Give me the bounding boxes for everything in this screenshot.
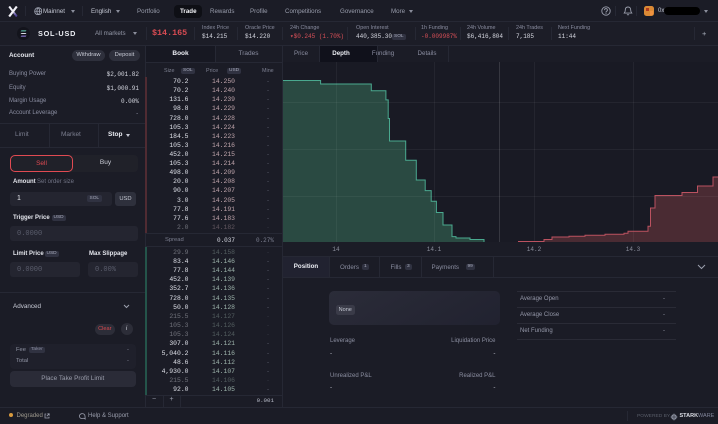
svg-text:14: 14: [332, 246, 340, 253]
svg-text:14.3: 14.3: [626, 246, 641, 253]
svg-text:14.2: 14.2: [527, 246, 542, 253]
svg-text:14.1: 14.1: [427, 246, 442, 253]
